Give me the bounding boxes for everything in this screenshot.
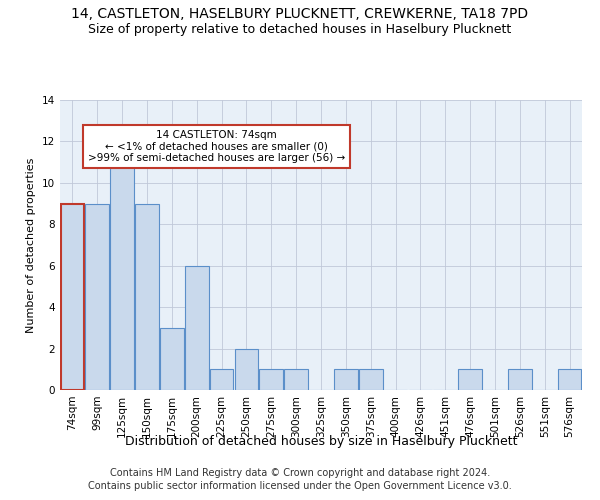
- Bar: [334, 370, 358, 390]
- Bar: [558, 370, 581, 390]
- Bar: [160, 328, 184, 390]
- Bar: [259, 370, 283, 390]
- Bar: [235, 348, 258, 390]
- Y-axis label: Number of detached properties: Number of detached properties: [26, 158, 37, 332]
- Bar: [458, 370, 482, 390]
- Text: 14, CASTLETON, HASELBURY PLUCKNETT, CREWKERNE, TA18 7PD: 14, CASTLETON, HASELBURY PLUCKNETT, CREW…: [71, 8, 529, 22]
- Bar: [135, 204, 159, 390]
- Bar: [85, 204, 109, 390]
- Bar: [359, 370, 383, 390]
- Text: Contains public sector information licensed under the Open Government Licence v3: Contains public sector information licen…: [88, 481, 512, 491]
- Text: 14 CASTLETON: 74sqm
← <1% of detached houses are smaller (0)
>99% of semi-detach: 14 CASTLETON: 74sqm ← <1% of detached ho…: [88, 130, 345, 163]
- Text: Size of property relative to detached houses in Haselbury Plucknett: Size of property relative to detached ho…: [88, 22, 512, 36]
- Bar: [61, 204, 84, 390]
- Bar: [110, 142, 134, 390]
- Bar: [508, 370, 532, 390]
- Bar: [185, 266, 209, 390]
- Text: Contains HM Land Registry data © Crown copyright and database right 2024.: Contains HM Land Registry data © Crown c…: [110, 468, 490, 477]
- Bar: [210, 370, 233, 390]
- Text: Distribution of detached houses by size in Haselbury Plucknett: Distribution of detached houses by size …: [125, 435, 517, 448]
- Bar: [284, 370, 308, 390]
